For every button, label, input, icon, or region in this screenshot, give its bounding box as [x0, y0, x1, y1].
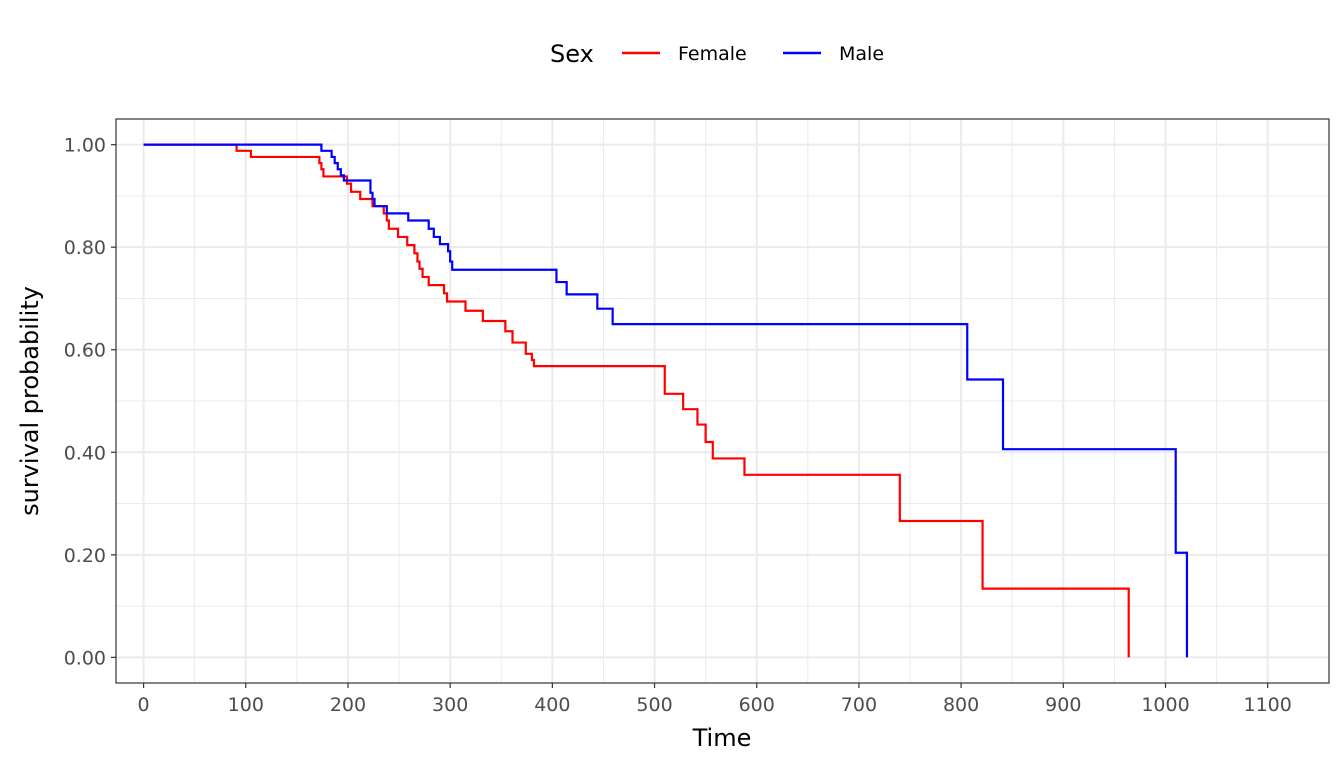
- y-tick-label: 1.00: [64, 135, 106, 157]
- y-tick-label: 0.00: [64, 647, 106, 669]
- legend-title: Sex: [550, 40, 594, 68]
- x-axis-title: Time: [692, 724, 752, 752]
- y-axis-title: survival probability: [16, 286, 44, 516]
- series-line-female: [143, 143, 1130, 658]
- legend-label-male: Male: [839, 43, 884, 65]
- x-tick-label: 300: [432, 694, 468, 716]
- x-tick-label: 100: [228, 694, 264, 716]
- y-tick-label: 0.80: [64, 237, 106, 259]
- x-tick-label: 1000: [1141, 694, 1189, 716]
- x-tick-label: 500: [636, 694, 672, 716]
- legend-label-female: Female: [678, 43, 747, 65]
- y-tick-label: 0.20: [64, 545, 106, 567]
- x-tick-label: 0: [138, 694, 150, 716]
- y-tick-label: 0.60: [64, 340, 106, 362]
- x-tick-label: 800: [943, 694, 979, 716]
- x-tick-label: 700: [841, 694, 877, 716]
- x-tick-label: 1100: [1244, 694, 1292, 716]
- x-tick-label: 900: [1045, 694, 1081, 716]
- series-line-male: [143, 143, 1189, 658]
- x-tick-label: 400: [534, 694, 570, 716]
- y-tick-label: 0.40: [64, 442, 106, 464]
- legend: Sex Female Male: [550, 40, 884, 68]
- x-tick-label: 200: [330, 694, 366, 716]
- plot-border: [115, 118, 1330, 684]
- series-lines: [143, 143, 1189, 658]
- axes: 0 100 200 300 400 500 600 700 800 900 1000 1100 0.00…: [64, 118, 1330, 716]
- x-tick-label: 600: [739, 694, 775, 716]
